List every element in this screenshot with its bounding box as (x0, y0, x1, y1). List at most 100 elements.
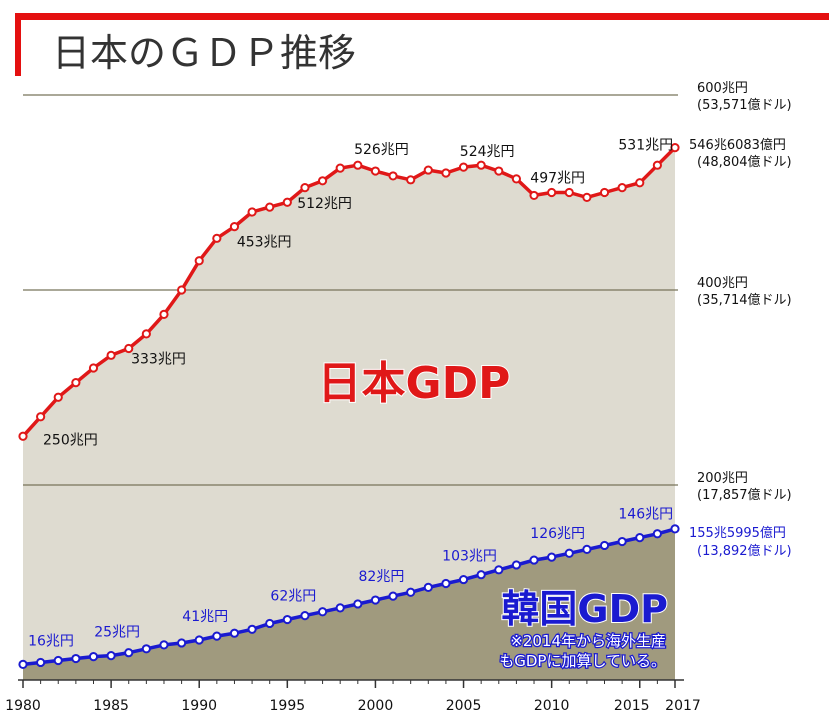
korea-point-1982 (53, 655, 63, 666)
japan-point-1995 (282, 197, 292, 207)
japan-point-1981 (36, 412, 46, 422)
japan-point-1984 (88, 363, 99, 373)
korea-point-2007 (494, 565, 504, 575)
korea-point-2012 (582, 544, 592, 554)
japan-point-2000 (370, 166, 381, 176)
japan-end-sublabel: (48,804億ドル) (697, 154, 792, 170)
korea-note-line2: もGDPに加算している。 (499, 652, 666, 670)
gridline-label-400: 400兆円 (697, 276, 748, 291)
japan-point-2008 (511, 174, 522, 184)
title-left-bar (15, 13, 21, 76)
japan-point-2002 (406, 175, 416, 185)
korea-point-2003 (423, 582, 433, 592)
korea-point-1992 (229, 628, 240, 638)
japan-point-1980 (18, 431, 28, 441)
korea-end-label: 155兆5995億円 (689, 525, 786, 541)
japan-label-1980: 250兆円 (43, 432, 98, 448)
gridline-sublabel-600: (53,571億ドル) (697, 97, 792, 113)
korea-point-2014 (617, 536, 627, 547)
korea-point-1985 (106, 651, 116, 661)
japan-label-1997: 512兆円 (297, 196, 352, 212)
gridline-sublabel-400: (35,714億ドル) (697, 292, 792, 308)
japan-label-2006: 524兆円 (460, 144, 515, 160)
japan-point-2012 (582, 192, 592, 202)
korea-point-1995 (282, 614, 292, 625)
chart-title: 日本のＧＤＰ推移 (52, 31, 356, 75)
x-tick-label-2000: 2000 (358, 698, 394, 714)
korea-point-2016 (652, 529, 662, 539)
japan-point-2003 (423, 165, 433, 175)
japan-point-1983 (71, 378, 81, 388)
japan-point-2011 (564, 187, 574, 198)
japan-point-1985 (106, 350, 116, 360)
x-tick-label-2017: 2017 (665, 698, 701, 714)
japan-point-1996 (300, 183, 310, 193)
korea-end-sublabel: (13,892億ドル) (697, 543, 792, 559)
korea-point-1986 (124, 648, 134, 658)
japan-point-1986 (124, 343, 134, 354)
japan-point-2005 (458, 162, 469, 172)
japan-point-1982 (53, 392, 63, 402)
korea-label-1990: 41兆円 (182, 609, 228, 625)
korea-point-2009 (529, 555, 539, 565)
x-tick-label-1980: 1980 (5, 698, 41, 714)
korea-point-2017 (670, 524, 680, 534)
korea-label-1985: 25兆円 (94, 625, 140, 641)
japan-point-1993 (247, 207, 257, 217)
x-tick-label-2015: 2015 (614, 698, 650, 714)
korea-point-1987 (141, 644, 151, 654)
korea-point-2000 (370, 595, 381, 605)
japan-point-1997 (317, 176, 328, 186)
korea-label-1980: 16兆円 (28, 633, 74, 649)
japan-point-2013 (599, 187, 610, 198)
japan-point-2014 (617, 183, 627, 193)
title-top-bar (15, 13, 829, 20)
korea-point-1997 (317, 607, 328, 617)
korea-label-2000: 82兆円 (359, 569, 405, 585)
japan-point-2015 (635, 178, 645, 188)
japan-end-label: 546兆6083億円 (689, 137, 786, 153)
japan-point-2001 (388, 171, 398, 181)
x-tick-label-2010: 2010 (534, 698, 570, 714)
korea-label-1995: 62兆円 (270, 589, 316, 605)
korea-point-1991 (212, 631, 222, 641)
korea-point-2001 (388, 591, 398, 601)
gridline-label-600: 600兆円 (697, 81, 748, 96)
japan-point-2004 (441, 168, 451, 178)
korea-point-1989 (176, 638, 187, 648)
japan-point-2016 (652, 160, 662, 170)
korea-point-2002 (406, 587, 416, 597)
japan-point-2017 (670, 143, 680, 153)
korea-point-1994 (265, 618, 275, 629)
korea-point-1981 (36, 657, 46, 668)
korea-point-1983 (71, 653, 81, 664)
japan-area (23, 147, 675, 681)
korea-note-line1: ※2014年から海外生産 (510, 632, 666, 650)
x-tick-label-2005: 2005 (446, 698, 482, 714)
korea-point-2013 (599, 540, 610, 551)
japan-point-1991 (212, 233, 222, 243)
korea-area-label: 韓国GDP (501, 587, 668, 631)
japan-point-1990 (194, 256, 204, 266)
japan-point-2010 (547, 187, 557, 198)
japan-point-1988 (159, 309, 169, 319)
gridline-sublabel-200: (17,857億ドル) (697, 487, 792, 503)
korea-point-1996 (300, 611, 310, 621)
japan-point-1987 (141, 329, 151, 339)
japan-point-1994 (265, 202, 275, 212)
korea-point-1988 (159, 640, 169, 650)
korea-point-2011 (564, 548, 574, 558)
korea-label-2015: 146兆円 (618, 507, 673, 523)
japan-point-2009 (529, 190, 539, 201)
korea-label-2010: 126兆円 (530, 526, 585, 542)
korea-point-2005 (458, 574, 469, 585)
japan-label-2000: 526兆円 (354, 142, 409, 158)
korea-point-2015 (635, 533, 645, 543)
korea-point-1984 (88, 652, 99, 662)
korea-label-2005: 103兆円 (442, 549, 497, 565)
japan-label-2015: 531兆円 (618, 137, 673, 153)
japan-point-2006 (476, 160, 486, 170)
japan-area-label: 日本GDP (318, 358, 511, 409)
korea-point-1980 (18, 659, 28, 670)
